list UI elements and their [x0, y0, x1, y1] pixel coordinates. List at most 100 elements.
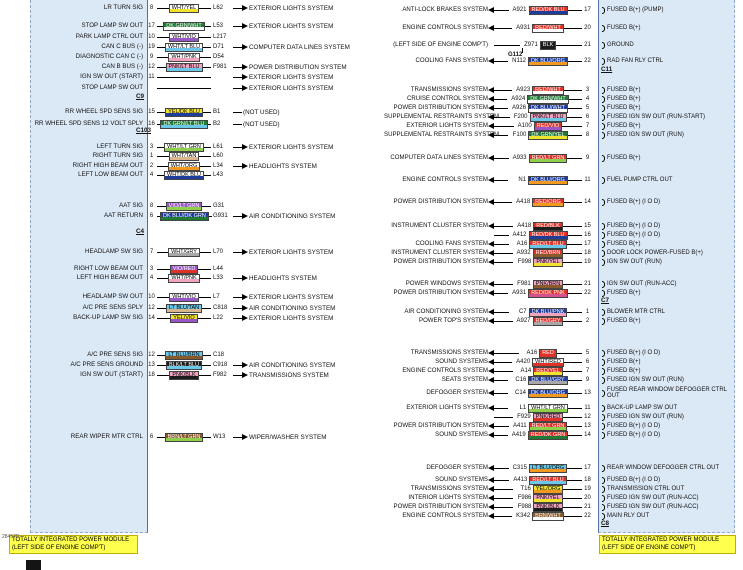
wire-line: [563, 252, 583, 254]
pin-number: 4: [585, 96, 590, 103]
module-pin-function: REAR WIPER MTR CTRL: [70, 433, 143, 440]
wire-row: ANTI-LOCK BRAKES SYSTEM A921 RED/DK BLU 17 F…: [384, 6, 740, 15]
circuit-id: A931: [516, 25, 531, 32]
system-name: EXTERIOR LIGHTS SYSTEM: [249, 4, 334, 12]
wire-row: AIR CONDITIONING SYSTEM C7 DK BLU/PNK 1 BLOW…: [384, 308, 740, 317]
arrow-right-icon: [242, 23, 248, 30]
wire-row: ENGINE CONTROLS SYSTEM A931 RED/WHT 20 FUSED…: [384, 24, 740, 33]
pin-number: 4: [149, 172, 154, 179]
circuit-id: A921: [512, 7, 527, 14]
module-pin-function: FUSED IGN SW OUT (RUN-START): [607, 114, 705, 121]
wire-color-label: DK GRN/WHT: [527, 95, 569, 104]
wire-line: [157, 174, 165, 176]
wire-row: POWER DISTRIBUTION SYSTEM A926 DK BLU/WHT 5…: [384, 104, 740, 113]
wire-row: INSTRUMENT CLUSTER SYSTEM A418 RED/BLK 15 FU…: [384, 222, 740, 231]
wire-row: LR TURN SIG 8 WHT/YEL L62 EXTERIOR LIGHTS SY…: [34, 4, 374, 13]
wire: A933 RED/LT GRN: [494, 154, 582, 163]
circuit-id: N1: [518, 177, 527, 184]
wire-color-label: WHT/GRY: [168, 248, 200, 257]
terminal-icon: [602, 422, 605, 430]
system-name: TRANSMISSIONS SYSTEM: [410, 86, 488, 94]
wire-row: POWER DISTRIBUTION SYSTEM A931 RED/DK PNK 2…: [384, 289, 740, 298]
arrow-left-icon: [488, 368, 494, 375]
circuit-id: A16: [516, 241, 528, 248]
circuit-id: F929: [517, 414, 531, 421]
wire-line: [494, 434, 508, 436]
circuit-id: C18: [213, 352, 225, 359]
wire: N1 DK BLU/ORG: [494, 176, 582, 185]
arrow-right-icon: [242, 163, 248, 170]
terminal-icon: [602, 349, 605, 357]
module-pin-function: FUSED B(+) (I O D): [607, 199, 661, 206]
module-pin-function: A/C PRE SENS GROUND: [70, 361, 143, 368]
wire-line: [202, 354, 211, 356]
arrow-left-icon: [488, 132, 494, 139]
system-name: TRANSMISSIONS SYSTEM: [249, 371, 329, 379]
arrow-left-icon: [488, 123, 494, 130]
module-pin-function: STOP LAMP SW OUT: [81, 83, 143, 91]
wire: A14 RED/YEL: [494, 367, 583, 376]
system-name: DEFOGGER SYSTEM: [426, 389, 488, 397]
terminal-icon: [602, 413, 605, 421]
wire-line: [157, 76, 184, 78]
connector-label: C7: [601, 297, 610, 304]
system-name: EXTERIOR LIGHTS SYSTEM: [406, 404, 488, 412]
circuit-id: L44: [213, 266, 224, 273]
right-module-title: TOTALLY INTEGRATED POWER MODULE (LEFT SI…: [599, 535, 736, 554]
circuit-id: A926: [512, 105, 527, 112]
arrow-left-icon: [488, 465, 494, 472]
pin-number: 11: [584, 177, 591, 184]
arrow-right-icon: [242, 85, 248, 91]
wire-line: [566, 243, 582, 245]
system-name: POWER DISTRIBUTION SYSTEM: [393, 289, 488, 297]
wire-line: [157, 25, 164, 27]
wire-line: [157, 317, 171, 319]
module-pin-function: LEFT LOW BEAM OUT: [78, 171, 143, 178]
wire: PNK/LT BLU: [157, 63, 212, 72]
terminal-icon: [602, 113, 605, 121]
pin-number: 16: [148, 121, 155, 128]
wire-color-label: DK BLU/PNK: [528, 308, 568, 317]
module-pin-function: TRANSMISSION CTRL OUT: [607, 486, 685, 493]
right-power-module-box: [598, 0, 735, 533]
wire-line: [233, 25, 242, 27]
wire-line: [563, 283, 583, 285]
wire-line: [494, 125, 514, 127]
wire-line: [563, 416, 583, 418]
system-name: EXTERIOR LIGHTS SYSTEM: [249, 248, 334, 256]
wire-line: [567, 157, 582, 159]
wire-row: A/C PRE SENS GROUND 13 BLK/LT BLU C918 AIR C…: [34, 361, 374, 370]
wire-line: [157, 268, 170, 270]
wire-line: [563, 488, 583, 490]
terminal-icon: [602, 240, 605, 248]
arrow-left-icon: [488, 486, 494, 493]
wire-line: [233, 76, 242, 78]
circuit-id: F998: [517, 259, 532, 266]
wire-row: POWER TOP'S SYSTEM A927 RED/GRY 2 FUSED B(+): [384, 317, 740, 326]
system-name: ENGINE CONTROLS SYSTEM: [402, 176, 488, 184]
module-pin-function: HEADLAMP SW SIG: [85, 248, 143, 255]
module-pin-function: PARK LAMP CTRL OUT: [75, 33, 143, 40]
wire-line: [157, 146, 165, 148]
circuit-id: D71: [213, 44, 225, 51]
circuit-id: C818: [213, 305, 228, 312]
arrow-right-icon: [242, 434, 248, 441]
wire-color-label: WHT/LT GRN: [164, 143, 204, 152]
wire-row: RIGHT LOW BEAM OUT 3 VIO/RED L44: [34, 265, 374, 274]
wire-line: [157, 155, 169, 157]
arrow-right-icon: [242, 372, 248, 379]
wire-row: A412 RED/DK BLU 16 FUSED B(+) (I O D): [384, 231, 740, 240]
arrow-left-icon: [488, 25, 494, 32]
wire: T16 YEL/ORG: [494, 485, 583, 494]
module-pin-function: FUSED B(+): [607, 105, 641, 112]
module-pin-function: FUSED B(+): [607, 123, 641, 130]
wire-color-label: DK BLU/DK GRN: [160, 212, 209, 221]
wire-line: [233, 374, 242, 376]
wire-row: CAN B BUS (-) 12 PNK/LT BLU F981 POWER DISTR…: [34, 63, 374, 72]
pin-number: 2: [585, 318, 590, 325]
wire-color-label: RED/DK GRN: [527, 431, 569, 440]
wire-line: [203, 146, 211, 148]
module-pin-function: FUSED IGN SW OUT (RUN): [607, 377, 684, 384]
wire-line: [203, 436, 211, 438]
arrow-left-icon: [488, 359, 494, 366]
